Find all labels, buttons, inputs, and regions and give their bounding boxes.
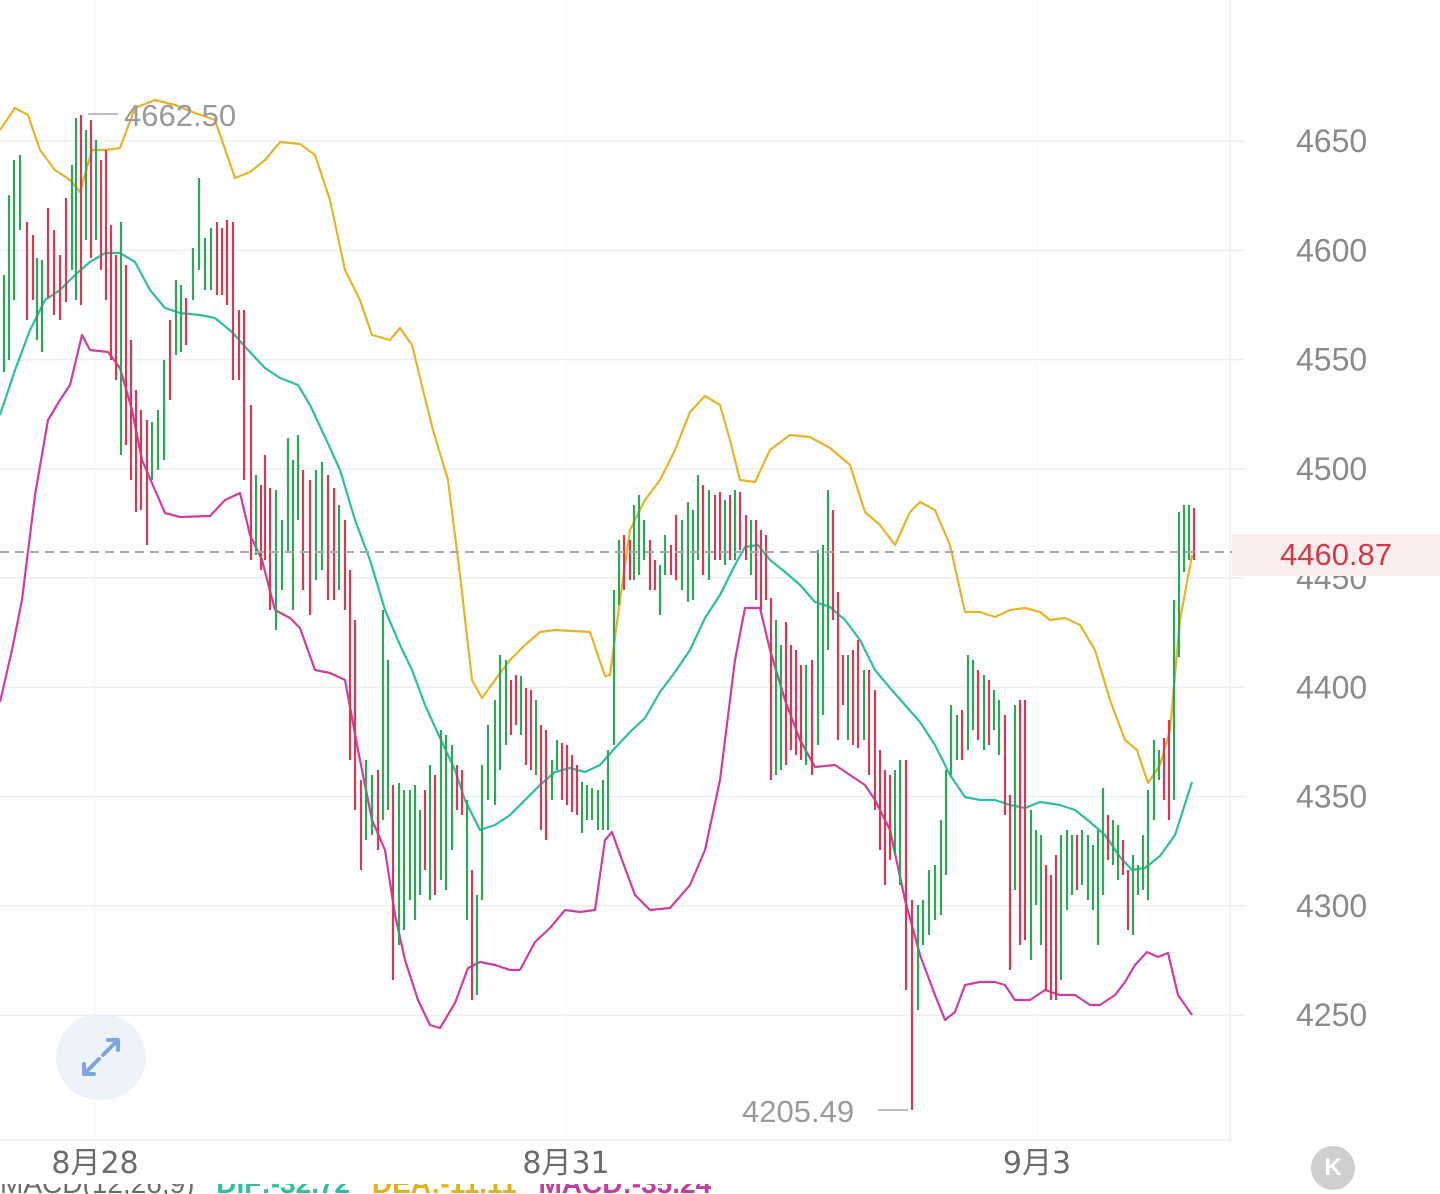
y-tick-label: 4600 (1296, 232, 1367, 268)
k-line-button[interactable]: K (1311, 1146, 1355, 1190)
macd-name: MACD(12,26,9) (0, 1184, 195, 1194)
y-tick-label: 4300 (1296, 888, 1367, 924)
max-price-label: 4662.50 (124, 98, 236, 133)
extreme-markers: 4662.50 4205.49 (88, 98, 908, 1129)
min-price-label: 4205.49 (742, 1094, 854, 1129)
y-tick-label: 4250 (1296, 997, 1367, 1033)
bollinger-bands (0, 98, 1194, 1030)
y-tick-label: 4350 (1296, 779, 1367, 815)
candles (2, 115, 1196, 1110)
k-line-icon: K (1324, 1154, 1342, 1181)
bollinger-upper-line (0, 98, 1194, 785)
macd-value: MACD:-35.24 (538, 1184, 711, 1194)
macd-legend: MACD(12,26,9) DIF:-32.72 DEA:-11.11 MACD… (0, 1184, 1440, 1194)
grid-lines (0, 0, 1245, 1141)
y-tick-label: 4550 (1296, 342, 1367, 378)
bollinger-lower-line (0, 333, 1193, 1030)
expand-arrows-icon (82, 1038, 120, 1076)
macd-dea: DEA:-11.11 (372, 1184, 517, 1194)
macd-dif: DIF:-32.72 (216, 1184, 350, 1194)
x-tick-label: 8月28 (51, 1146, 138, 1181)
y-tick-label: 4650 (1296, 123, 1367, 159)
y-tick-label: 4500 (1296, 451, 1367, 487)
x-axis-labels: 8月28 8月31 9月3 (51, 1146, 1071, 1181)
y-tick-label: 4400 (1296, 669, 1367, 705)
x-tick-label: 9月3 (1003, 1146, 1071, 1181)
bollinger-middle-line (0, 251, 1194, 872)
current-price-tag: 4460.87 (1232, 534, 1440, 576)
x-tick-label: 8月31 (522, 1146, 609, 1181)
expand-button[interactable] (56, 1014, 146, 1100)
